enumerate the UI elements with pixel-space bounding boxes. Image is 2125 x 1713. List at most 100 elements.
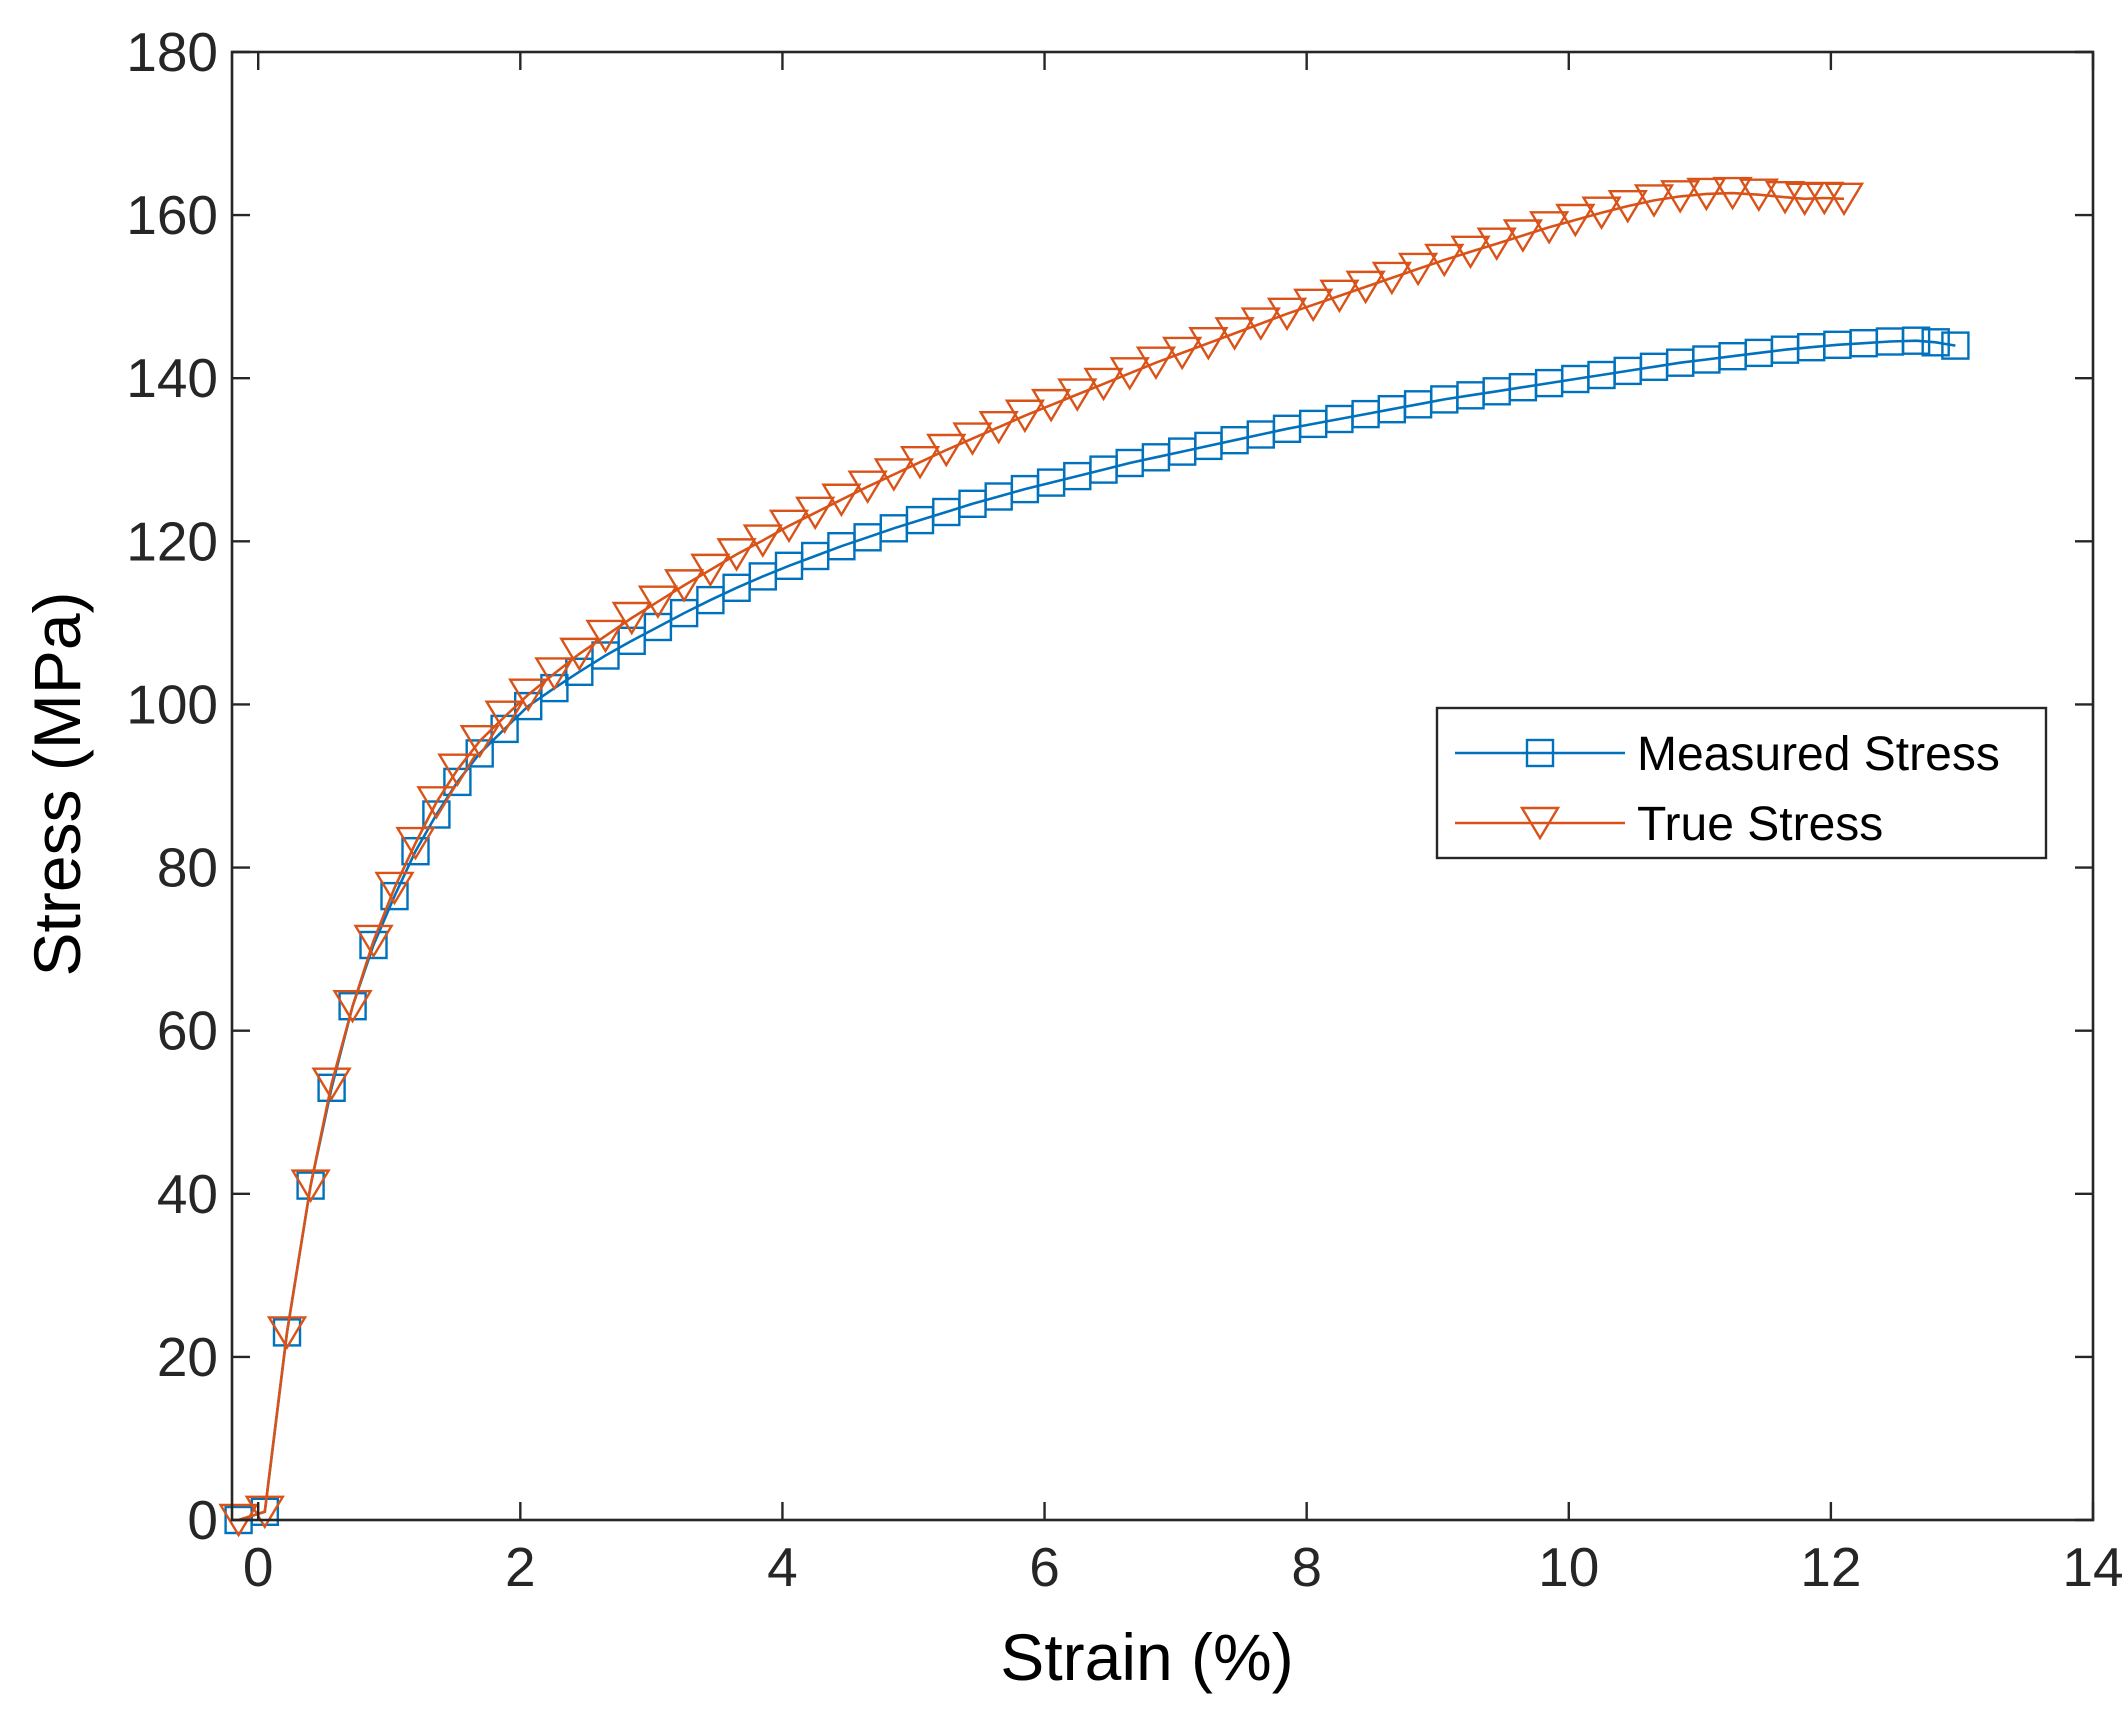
data-point-square [1901, 326, 1931, 355]
data-point-triangle [611, 601, 652, 636]
data-point-square [591, 641, 620, 670]
y-tick-label: 160 [126, 184, 218, 246]
data-point-triangle [534, 657, 575, 691]
legend-box [1435, 706, 2048, 860]
data-point-triangle [716, 538, 757, 572]
data-point-triangle [290, 1169, 331, 1203]
data-point-square [380, 881, 409, 911]
legend-marker-square [1525, 738, 1555, 768]
data-point-square [401, 837, 430, 866]
data-point-triangle [1660, 180, 1701, 214]
data-point-triangle [978, 410, 1019, 445]
data-point-triangle [821, 483, 862, 518]
data-point-triangle [690, 553, 731, 588]
data-point-triangle [1607, 189, 1648, 224]
y-tick-label: 0 [187, 1489, 218, 1551]
data-point-triangle [768, 509, 810, 544]
data-point-triangle [353, 924, 394, 959]
data-point-triangle [1397, 252, 1439, 287]
x-tick-label: 12 [1800, 1536, 1861, 1598]
data-point-triangle [637, 585, 679, 620]
data-point-triangle [1293, 288, 1334, 323]
plot-layer [218, 176, 1970, 1538]
data-point-triangle [332, 990, 373, 1024]
y-tick-label: 140 [126, 347, 218, 409]
data-point-triangle [1823, 182, 1865, 217]
y-tick-label: 80 [157, 837, 218, 899]
y-tick-label: 120 [126, 510, 218, 572]
data-point-triangle [484, 700, 525, 735]
data-point-triangle [395, 826, 436, 861]
series-line [238, 339, 1956, 1522]
y-tick-label: 100 [126, 673, 218, 735]
data-point-triangle [1633, 184, 1675, 218]
data-point-triangle [1424, 243, 1465, 278]
legend-entry-1: Measured Stress [1455, 728, 2000, 781]
legend-label: Measured Stress [1637, 728, 2000, 781]
data-point-triangle [899, 446, 941, 480]
data-point-triangle [437, 753, 478, 788]
x-tick-label: 4 [767, 1536, 798, 1598]
data-point-triangle [664, 569, 705, 603]
data-point-triangle [459, 724, 500, 759]
data-point-triangle [1738, 178, 1779, 213]
data-point-triangle [742, 524, 783, 558]
x-tick-label: 0 [243, 1536, 274, 1598]
x-tick-label: 2 [505, 1536, 536, 1598]
data-point-triangle [795, 496, 836, 531]
data-point-triangle [1083, 367, 1124, 402]
y-tick-label: 40 [157, 1163, 218, 1225]
data-point-triangle [1371, 261, 1412, 296]
data-point-triangle [1555, 203, 1596, 238]
data-point-triangle [873, 458, 914, 492]
data-point-triangle [1345, 270, 1386, 305]
data-point-triangle [1109, 357, 1150, 391]
data-point-triangle [1162, 336, 1203, 371]
data-point-triangle [559, 637, 600, 672]
legend-entry-2: True Stress [1455, 798, 1883, 851]
series-2 [218, 176, 1865, 1538]
data-point-triangle [1188, 326, 1229, 361]
y-axis-label: Stress (MPa) [20, 591, 94, 976]
data-point-triangle [1502, 219, 1544, 253]
legend: Measured Stress True Stress [1435, 706, 2048, 860]
data-point-triangle [1214, 317, 1255, 351]
data-point-triangle [926, 433, 967, 468]
data-point-triangle [1030, 388, 1072, 423]
y-tick-label: 180 [126, 21, 218, 83]
data-point-triangle [508, 678, 549, 712]
data-point-square [1921, 328, 1950, 357]
data-point-triangle [416, 786, 457, 820]
data-point-triangle [1004, 399, 1046, 434]
plot-frame [230, 50, 2095, 1522]
data-point-triangle [1581, 196, 1622, 230]
legend-marker-triangle [1519, 806, 1561, 841]
data-point-triangle [952, 422, 993, 456]
data-point-triangle [1528, 211, 1570, 245]
data-point-square [565, 657, 594, 686]
data-point-triangle [1240, 307, 1281, 341]
data-point-triangle [1686, 177, 1727, 212]
data-point-triangle [1135, 346, 1177, 381]
x-tick-label: 10 [1538, 1536, 1599, 1598]
x-tick-label: 14 [2062, 1536, 2123, 1598]
x-axis-label: Strain (%) [1000, 1620, 1293, 1694]
data-point-triangle [1450, 235, 1491, 270]
data-point-triangle [1476, 227, 1517, 261]
series-line [238, 191, 1845, 1522]
data-point-triangle [311, 1067, 352, 1102]
x-tick-label: 8 [1291, 1536, 1322, 1598]
data-point-triangle [585, 619, 626, 654]
data-point-triangle [1266, 297, 1308, 332]
y-tick-label: 60 [157, 1000, 218, 1062]
y-tick-label: 20 [157, 1326, 218, 1388]
data-point-triangle [1319, 279, 1360, 314]
legend-label: True Stress [1637, 798, 1883, 851]
data-point-triangle [1712, 176, 1753, 211]
x-tick-label: 6 [1029, 1536, 1060, 1598]
data-point-square [1941, 331, 1970, 360]
data-point-triangle [1784, 182, 1825, 217]
